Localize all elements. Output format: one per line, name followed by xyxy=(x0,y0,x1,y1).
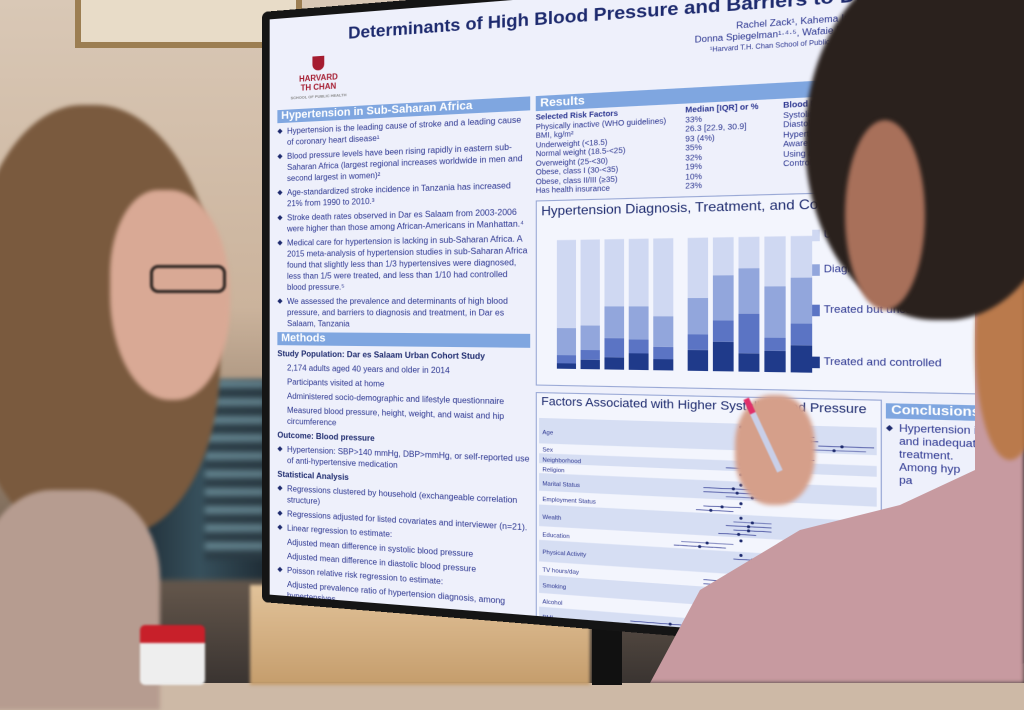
bar-segment-undiagnosed xyxy=(790,235,813,278)
bar-segment-diagnosed-but-untreated xyxy=(738,268,760,314)
woman-shoulder xyxy=(0,490,160,710)
group-label: Alcohol xyxy=(542,599,562,607)
bar-segment-undiagnosed xyxy=(556,239,577,329)
bar-segment-diagnosed-but-untreated xyxy=(712,275,734,321)
bar-segment-treated-but-uncontrolled xyxy=(580,349,600,360)
intro-bullet: Blood pressure levels have been rising r… xyxy=(277,140,530,184)
man-hand xyxy=(735,395,815,505)
bar-segment-treated-and-controlled xyxy=(653,359,674,371)
group-label: TV hours/day xyxy=(542,567,579,576)
bar-segment-undiagnosed xyxy=(604,239,625,307)
poster-left-column: Hypertension in Sub-Saharan Africa Hyper… xyxy=(277,93,531,651)
bar-segment-treated-but-uncontrolled xyxy=(790,323,813,346)
bar-segment-treated-and-controlled xyxy=(687,349,709,372)
bar-segment-diagnosed-but-untreated xyxy=(790,277,813,324)
bar-segment-undiagnosed xyxy=(628,238,649,307)
bar-segment-treated-and-controlled xyxy=(790,345,813,373)
legend-label: Treated and controlled xyxy=(823,355,942,369)
bar-segment-undiagnosed xyxy=(738,236,760,269)
group-label: Neighborhood xyxy=(542,457,581,465)
bar-segment-diagnosed-but-untreated xyxy=(604,306,625,339)
group-band xyxy=(539,417,877,456)
bar-segment-treated-and-controlled xyxy=(764,350,786,373)
man-ear xyxy=(845,120,925,310)
group-label: Sex xyxy=(542,447,553,454)
group-label: Employment Status xyxy=(542,497,596,506)
legend-swatch xyxy=(812,356,820,368)
group-label: Age xyxy=(542,430,553,437)
estimate-point xyxy=(739,502,743,506)
bar-segment-treated-but-uncontrolled xyxy=(687,334,709,350)
bar-segment-diagnosed-but-untreated xyxy=(580,325,600,351)
glasses-icon xyxy=(150,265,226,293)
population-item: 2,174 adults aged 40 years and older in … xyxy=(287,363,450,376)
estimate-point xyxy=(705,541,709,545)
bar-segment-treated-and-controlled xyxy=(738,353,760,372)
bar-segment-treated-but-uncontrolled xyxy=(712,320,734,342)
group-label: Smoking xyxy=(542,583,566,591)
intro-bullet: Stroke death rates observed in Dar es Sa… xyxy=(277,206,530,235)
group-label: Physical Activity xyxy=(542,550,586,559)
intro-bullet: Age-standardized stroke incidence in Tan… xyxy=(277,179,530,209)
risk-factor-value: 23% xyxy=(685,182,703,191)
estimate-point xyxy=(739,539,743,543)
legend-item: Treated and controlled xyxy=(812,355,942,369)
bar-segment-treated-but-uncontrolled xyxy=(738,313,760,354)
bar-segment-treated-but-uncontrolled xyxy=(628,339,649,354)
bar-segment-treated-but-uncontrolled xyxy=(604,337,625,358)
group-band xyxy=(539,453,877,477)
estimate-point xyxy=(698,545,702,549)
estimate-point xyxy=(709,508,713,512)
red-cup xyxy=(140,625,205,685)
bar-segment-diagnosed-but-untreated xyxy=(687,298,709,335)
harvard-logo: HARVARD TH CHAN SCHOOL OF PUBLIC HEALTH xyxy=(289,54,348,102)
study-population: Study Population: Dar es Salaam Urban Co… xyxy=(277,349,486,362)
shield-icon xyxy=(312,55,325,71)
legend-swatch xyxy=(812,263,820,276)
bar-segment-treated-but-uncontrolled xyxy=(556,355,577,364)
woman-face xyxy=(110,190,230,400)
bar-segment-undiagnosed xyxy=(653,238,674,317)
bar-segment-diagnosed-but-untreated xyxy=(653,316,674,347)
bar-segment-diagnosed-but-untreated xyxy=(628,306,649,340)
bar-chart-plot xyxy=(556,235,813,373)
group-label: BMI xyxy=(542,615,553,622)
estimate-point xyxy=(720,505,724,509)
group-label: Education xyxy=(542,532,569,540)
intro-bullet: We assessed the prevalence and determina… xyxy=(277,295,530,330)
bar-segment-treated-and-controlled xyxy=(556,363,577,369)
bar-segment-treated-but-uncontrolled xyxy=(653,346,674,360)
bar-segment-undiagnosed xyxy=(764,236,786,287)
methods-heading: Methods xyxy=(277,332,531,348)
bar-segment-treated-and-controlled xyxy=(580,359,600,370)
group-label: Religion xyxy=(542,467,564,475)
group-label: Wealth xyxy=(542,514,561,522)
bar-segment-diagnosed-but-untreated xyxy=(556,328,577,356)
legend-swatch xyxy=(812,304,820,316)
monitor: Determinants of High Blood Pressure and … xyxy=(262,0,1024,665)
bar-segment-undiagnosed xyxy=(712,237,734,276)
bar-segment-treated-and-controlled xyxy=(628,353,649,371)
bar-segment-undiagnosed xyxy=(687,237,709,299)
bar-segment-undiagnosed xyxy=(580,239,600,326)
group-label: Marital Status xyxy=(542,481,580,489)
intro-bullet: Medical care for hypertension is lacking… xyxy=(277,233,530,293)
bar-segment-treated-and-controlled xyxy=(712,341,734,372)
legend-swatch xyxy=(812,229,820,241)
bar-segment-diagnosed-but-untreated xyxy=(764,286,786,338)
bar-segment-treated-and-controlled xyxy=(604,357,625,370)
bar-segment-treated-but-uncontrolled xyxy=(764,337,786,351)
confidence-interval xyxy=(696,510,733,512)
